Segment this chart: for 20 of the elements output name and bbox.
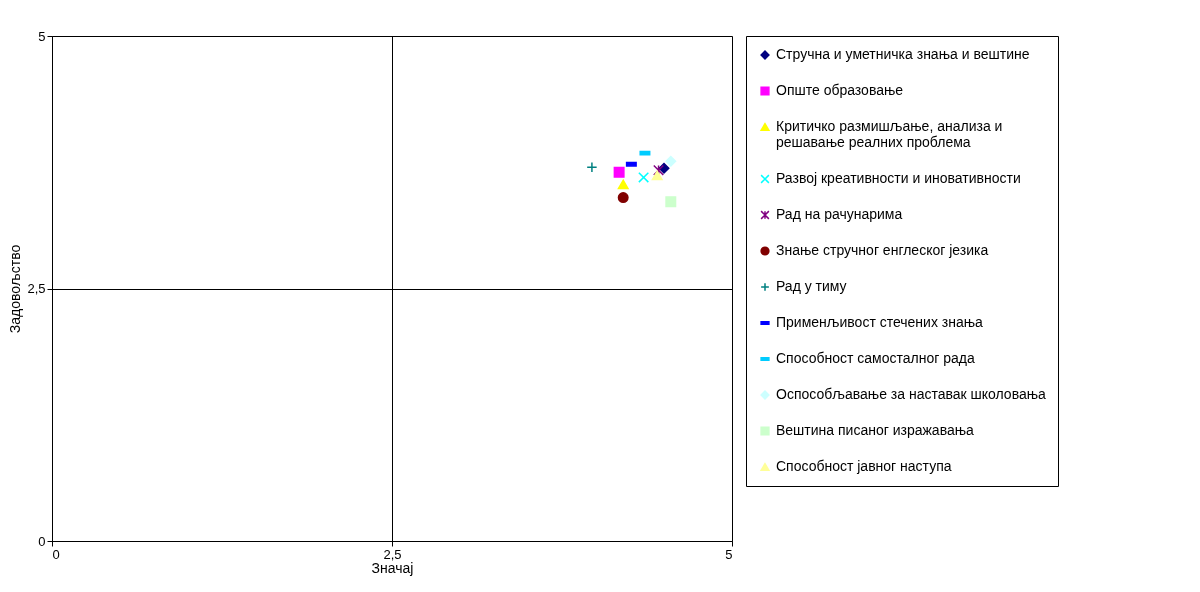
legend-label: Рад на рачунарима [776,206,903,222]
x-tick-label: 5 [725,546,733,562]
legend-label: Развој креативности и иновативности [776,170,1021,186]
legend-label: Критичко размишљање, анализа и решавање реалних проблема [776,118,1003,150]
y-tick-label: 5 [38,28,46,44]
legend-label: Знање стручног енглеског језика [776,242,989,258]
y-tick-label: 0 [38,533,46,549]
legend-label: Стручна и уметничка знања и вештине [776,46,1030,62]
legend-label: Рад у тиму [776,278,847,294]
legend-label: Способност јавног наступа [776,458,952,474]
y-tick-label: 2,5 [27,281,46,296]
x-axis-title: Значај [371,559,414,576]
legend-label: Оспособљавање за наставак школовања [776,386,1047,402]
legend-label: Вештина писаног изражавања [776,422,975,438]
legend-label: Применљивост стечених знања [776,314,984,330]
x-tick-label: 0 [52,546,60,562]
legend-label: Способност самосталног рада [776,350,975,366]
legend-label: Опште образовање [776,82,904,98]
y-axis-title: Задовољство [7,244,24,334]
x-tick-label: 2,5 [383,546,402,562]
